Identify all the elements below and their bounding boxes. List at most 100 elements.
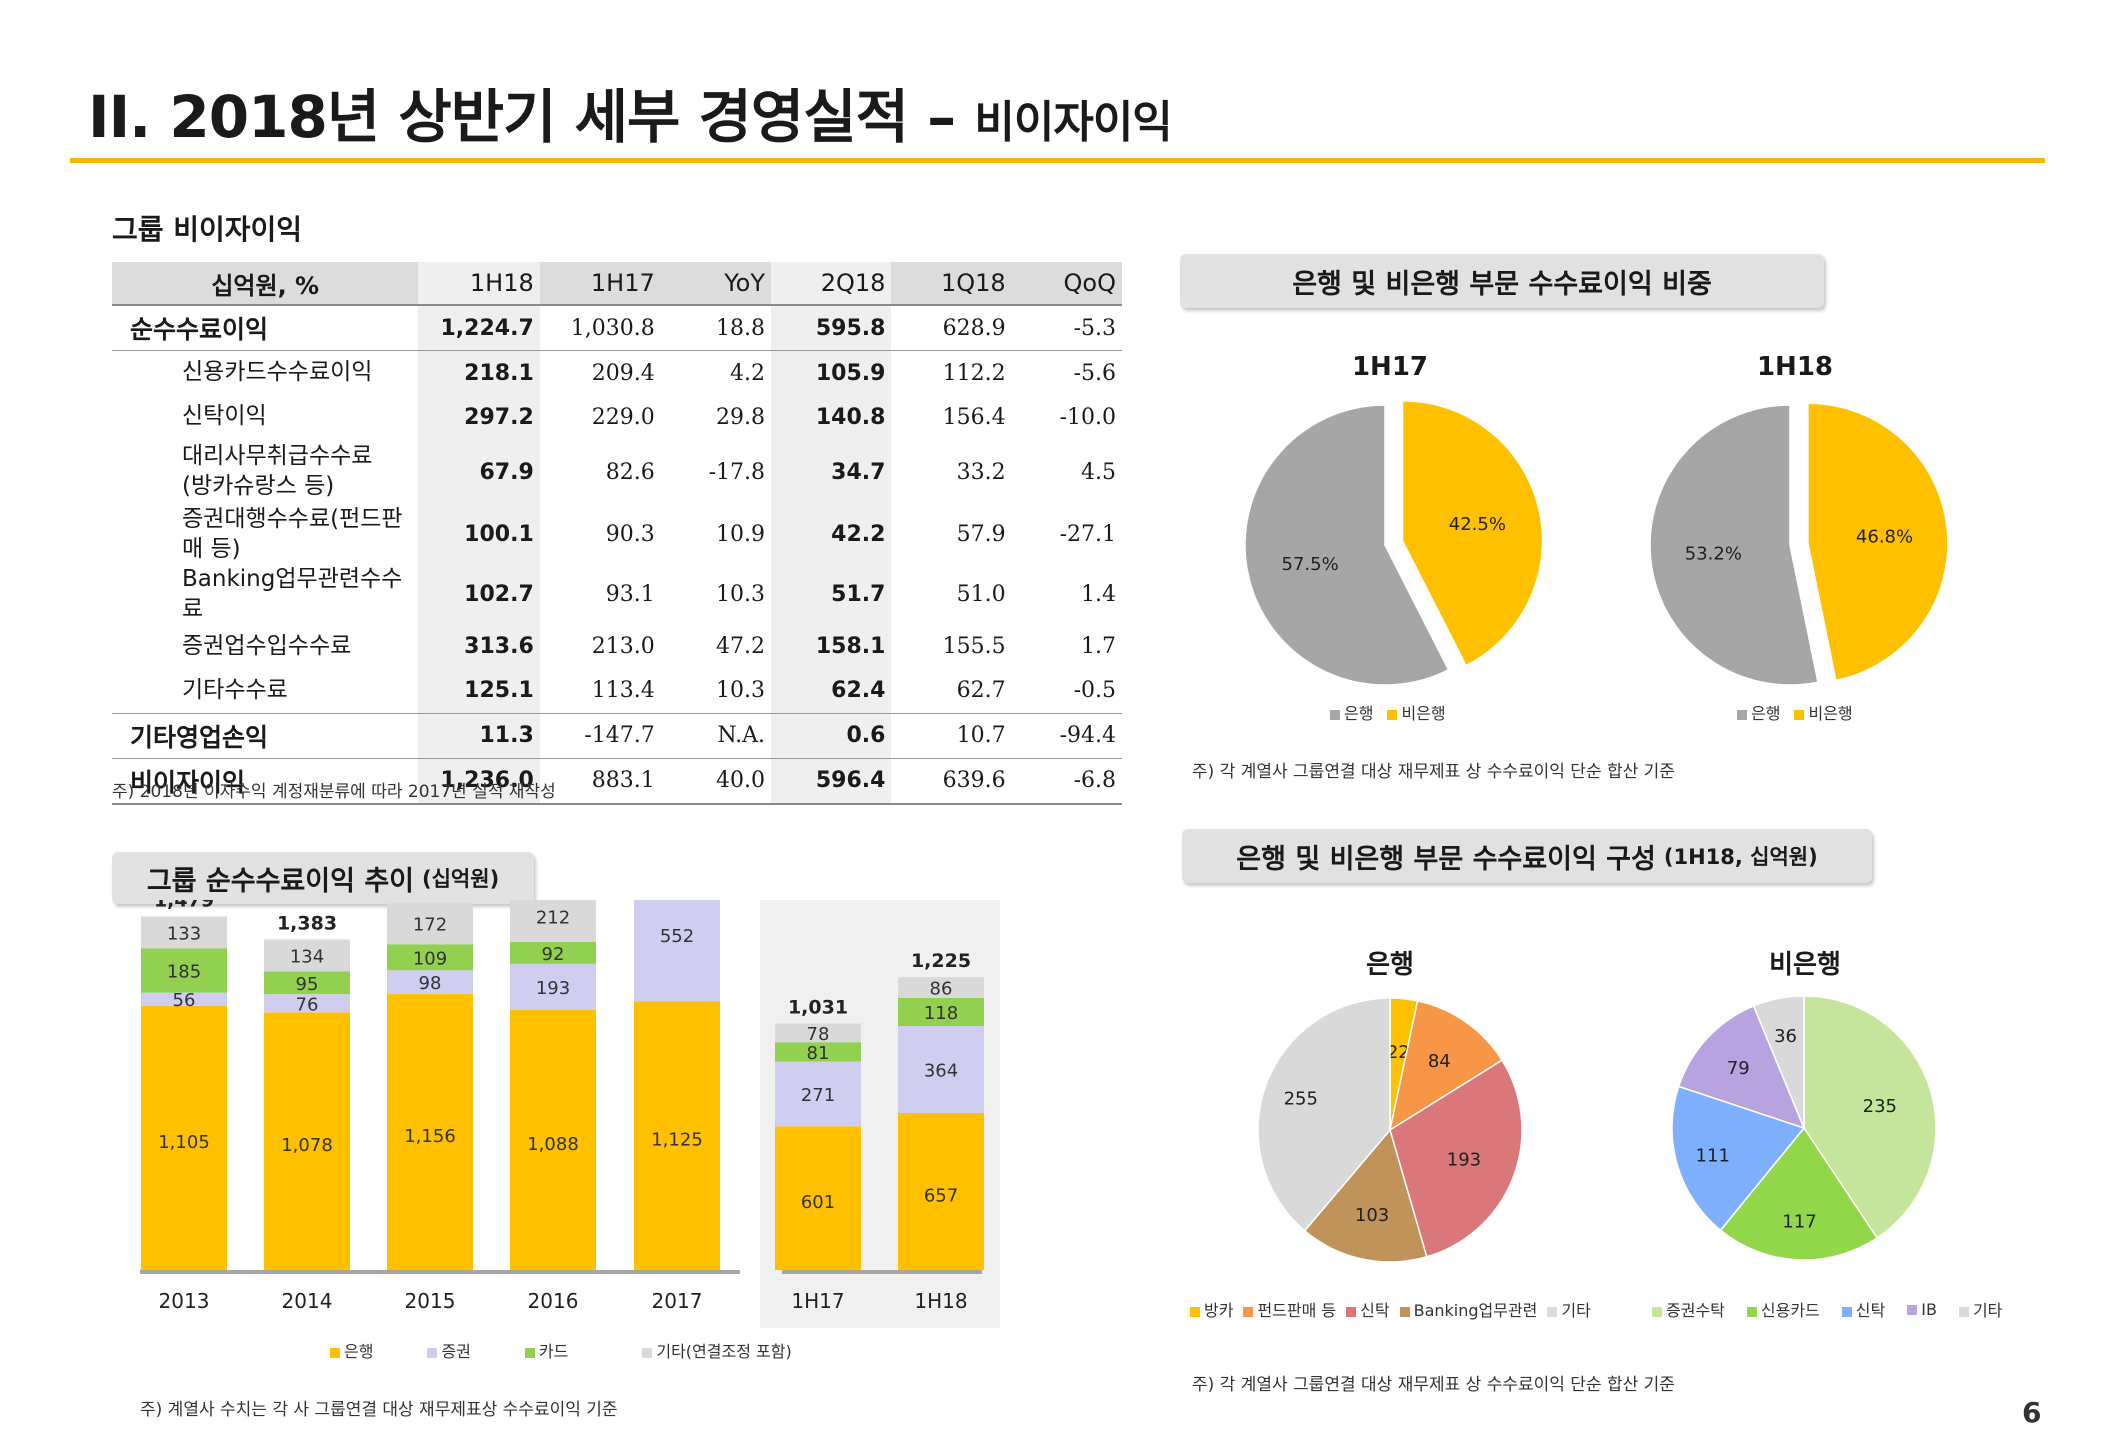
cell: 51.7 — [771, 564, 892, 625]
cell: 10.3 — [716, 582, 766, 608]
table-header-qoq: QoQ — [1011, 262, 1122, 306]
bar-segment-3 — [510, 900, 596, 942]
table-header-yoy: YoY — [660, 262, 772, 306]
data-label: 1,156 — [404, 1126, 456, 1147]
legend-swatch — [524, 1347, 535, 1358]
cell: 595.8 — [771, 305, 892, 351]
cell: 67.9 — [418, 439, 540, 505]
pie-1h18: 46.8% 53.2% — [1649, 402, 1949, 685]
row-label: 비이자이익 — [112, 757, 419, 805]
pie-slice — [1752, 995, 1805, 1129]
cell: 93.1 — [605, 582, 655, 608]
data-label: 212 — [536, 908, 570, 929]
data-label: 92 — [542, 944, 565, 965]
cell: 10.7 — [891, 712, 1012, 759]
pie-data-label: 79 — [1727, 1058, 1750, 1079]
cell: 10.3 — [716, 678, 766, 704]
cell: 297.2 — [418, 395, 540, 439]
cell: 82.6 — [605, 459, 655, 485]
cell: 18.8 — [716, 315, 766, 341]
legend-swatch — [1190, 1306, 1200, 1317]
table-header-unit: 십억원, % — [112, 262, 419, 306]
data-label: 364 — [924, 1060, 958, 1081]
cell: 1.7 — [1081, 634, 1116, 660]
legend-item: IB — [1907, 1300, 1937, 1319]
tick-label: 1H18 — [914, 1289, 967, 1313]
legend-item: 방카 — [1190, 1297, 1233, 1321]
data-label: 78 — [807, 1024, 830, 1045]
cell: N.A. — [660, 712, 772, 759]
legend-swatch — [642, 1347, 653, 1358]
legend-label: 은행 — [1751, 704, 1781, 723]
pie-comp-title-unit: (1H18, 십억원) — [1663, 845, 1818, 869]
data-label: 271 — [801, 1085, 835, 1106]
row-label: 순수수료이익 — [130, 315, 269, 344]
cell: 4.5 — [1081, 459, 1116, 485]
cell: 218.1 — [418, 350, 540, 395]
cell: -27.1 — [1059, 522, 1116, 548]
cell: 100.1 — [418, 505, 540, 565]
row-label-line1: 대리사무취급수수료 — [182, 443, 373, 470]
table-section-title: 그룹 비이자이익 — [112, 213, 303, 246]
table-row: 기타영업손익 11.3 -147.7 N.A. 0.6 10.7 -94.4 — [112, 712, 1122, 759]
legend-swatch — [1330, 709, 1340, 720]
data-label: 193 — [536, 978, 570, 999]
legend-swatch — [1841, 1306, 1852, 1317]
cell: 112.2 — [891, 350, 1012, 395]
legend-label: 기타(연결조정 포함) — [656, 1342, 792, 1361]
total-label: 1,479 — [154, 900, 214, 912]
bar-segment-3 — [387, 903, 473, 945]
title-rule — [70, 158, 2045, 163]
legend-swatch — [1746, 1306, 1757, 1317]
pie-comp-title-text: 은행 및 비은행 부문 수수료이익 구성 — [1236, 843, 1656, 875]
legend-label: IB — [1921, 1299, 1937, 1319]
bar-segment-3 — [141, 916, 227, 949]
tick-label: 2016 — [528, 1289, 579, 1313]
legend-item: 기타 — [1958, 1297, 2003, 1321]
cell: 628.9 — [942, 315, 1006, 341]
cell: 155.5 — [942, 634, 1006, 660]
pie-slice — [1677, 1004, 1806, 1130]
legend-item: 신탁 — [1841, 1297, 1885, 1321]
bar-section-title-unit: (십억원) — [422, 867, 500, 891]
cell: 90.3 — [605, 522, 655, 548]
bar-segment-2 — [510, 941, 596, 964]
data-label: 81 — [807, 1043, 830, 1064]
pie-1h18-legend: 은행 비은행 — [1737, 700, 1853, 724]
bar-segment-0 — [387, 993, 473, 1270]
cell: 34.7 — [771, 439, 892, 505]
bar-section-title: 그룹 순수수료이익 추이 (십억원) — [112, 852, 534, 904]
cell: -6.8 — [1011, 757, 1122, 805]
bar-segment-1 — [141, 992, 227, 1006]
pie-data-label: 193 — [1447, 1149, 1481, 1170]
cell: 102.7 — [418, 564, 540, 625]
pie-1h17-legend: 은행 비은행 — [1330, 700, 1446, 724]
cell: 213.0 — [591, 634, 655, 660]
data-label: 56 — [173, 990, 196, 1011]
pie-data-label: 117 — [1782, 1211, 1816, 1232]
row-label: Banking업무관련수수료 — [182, 565, 403, 622]
data-label: 76 — [296, 994, 319, 1015]
legend-label: 기타 — [1972, 1301, 2003, 1320]
legend-label: 신탁 — [1360, 1301, 1390, 1320]
cell: 596.4 — [771, 757, 892, 805]
cell: 229.0 — [591, 404, 655, 430]
cell: 158.1 — [771, 624, 892, 669]
pie-1h18-title: 1H18 — [1756, 352, 1834, 382]
bar-segment-2 — [387, 944, 473, 971]
pie-slice — [1303, 1128, 1428, 1263]
legend-label: 비은행 — [1808, 704, 1853, 723]
legend-label: 기타 — [1561, 1301, 1591, 1320]
data-label: 552 — [660, 926, 694, 947]
bar-segment-3 — [775, 1023, 861, 1043]
data-label: 95 — [296, 974, 319, 995]
data-label: 86 — [930, 979, 953, 1000]
cell: -94.4 — [1011, 712, 1122, 759]
cell: 0.6 — [771, 712, 892, 759]
x-axis-line — [140, 1270, 740, 1274]
legend-item: 기타 — [1547, 1297, 1591, 1321]
pie-nonbank-title: 비은행 — [1769, 950, 1841, 980]
cell: 156.4 — [942, 404, 1006, 430]
bar-segment-1 — [510, 963, 596, 1010]
bar-segment-1 — [634, 900, 720, 1002]
